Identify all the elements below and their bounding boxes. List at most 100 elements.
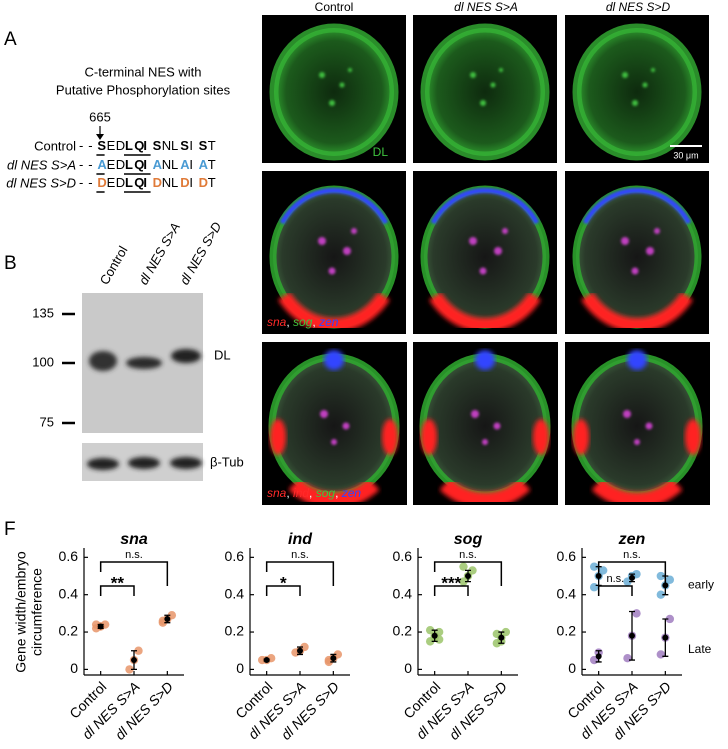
nes-title: Putative Phosphorylation sites bbox=[56, 82, 231, 97]
significance-label: n.s. bbox=[125, 549, 143, 561]
mean-marker bbox=[131, 657, 137, 664]
marker-label: 135 bbox=[32, 305, 54, 320]
nes-title: C-terminal NES with bbox=[84, 64, 201, 79]
y-tick-label: 0.4 bbox=[393, 585, 413, 601]
significance-bracket bbox=[265, 561, 335, 586]
data-point bbox=[656, 650, 666, 659]
residue-number: 665 bbox=[89, 109, 111, 124]
data-point bbox=[589, 583, 599, 592]
micrograph bbox=[565, 342, 710, 505]
legend-word: sog bbox=[316, 486, 336, 500]
micrograph bbox=[262, 15, 406, 163]
separator: , bbox=[312, 315, 319, 329]
y-tick-label: 0 bbox=[568, 660, 576, 676]
separator: , bbox=[286, 486, 293, 500]
significance-bracket bbox=[99, 585, 135, 596]
y-tick-label: 0 bbox=[70, 660, 78, 676]
band-label: β-Tub bbox=[210, 454, 244, 469]
legend-word: ind bbox=[293, 486, 309, 500]
data-point bbox=[425, 625, 435, 635]
significance-label: n.s. bbox=[291, 549, 309, 561]
chart-title: sna bbox=[120, 531, 148, 548]
lane-label: dl NES S>A bbox=[136, 220, 183, 287]
legend-word: zen bbox=[341, 486, 362, 500]
mean-marker bbox=[431, 632, 438, 639]
mean-marker bbox=[629, 574, 635, 581]
significance-bracket bbox=[265, 585, 301, 596]
lane-label: Control bbox=[97, 243, 131, 287]
data-point bbox=[589, 562, 599, 571]
mean-marker bbox=[97, 623, 104, 630]
band-label: DL bbox=[214, 347, 231, 362]
column-label: dl NES S>A bbox=[454, 0, 518, 14]
panel-label: A bbox=[4, 29, 17, 50]
significance-bracket bbox=[597, 561, 667, 586]
significance-bracket bbox=[433, 585, 469, 596]
significance-bracket bbox=[597, 585, 633, 596]
marker-label: 75 bbox=[40, 414, 54, 429]
legend-word: sog bbox=[293, 315, 313, 329]
mean-marker bbox=[263, 657, 270, 664]
chart-title: ind bbox=[288, 531, 313, 548]
series-label: Late bbox=[688, 642, 712, 656]
micrograph bbox=[262, 342, 407, 505]
mean-marker bbox=[595, 573, 602, 580]
mean-marker bbox=[629, 632, 635, 639]
separator: , bbox=[335, 486, 342, 500]
mean-marker bbox=[595, 653, 602, 660]
data-point bbox=[501, 627, 511, 637]
significance-label: n.s. bbox=[606, 573, 624, 585]
column-label: dl NES S>D bbox=[606, 0, 671, 14]
significance-bracket bbox=[433, 561, 503, 586]
micrograph bbox=[565, 171, 709, 334]
mean-marker bbox=[297, 647, 303, 654]
significance-bracket bbox=[99, 561, 169, 586]
data-point bbox=[125, 665, 134, 674]
data-point bbox=[632, 609, 641, 618]
data-point bbox=[468, 566, 477, 575]
bands bbox=[87, 349, 202, 470]
mean-marker bbox=[164, 615, 171, 622]
y-tick-label: 0.6 bbox=[557, 548, 577, 564]
series-label: early bbox=[688, 578, 714, 592]
sequence: - - AEDLQI ANL AI AT bbox=[79, 157, 216, 172]
micrograph bbox=[413, 15, 557, 163]
data-point bbox=[656, 571, 666, 581]
y-tick-label: 0.6 bbox=[393, 548, 413, 564]
sequence: - - DEDLQI DNL DI DT bbox=[79, 175, 216, 190]
significance-label: *** bbox=[441, 573, 461, 592]
y-tick-label: 0.2 bbox=[225, 623, 245, 639]
y-tick-label: 0.6 bbox=[59, 548, 79, 564]
mean-marker bbox=[498, 634, 505, 641]
arrow-head bbox=[96, 134, 104, 140]
y-axis-label: circumference bbox=[29, 568, 45, 656]
micrograph bbox=[565, 15, 709, 163]
panel-label: F bbox=[4, 519, 16, 540]
mean-marker bbox=[330, 655, 337, 662]
panel-label: B bbox=[4, 253, 17, 274]
y-tick-label: 0.4 bbox=[557, 585, 577, 601]
y-tick-label: 0 bbox=[404, 660, 412, 676]
significance-label: n.s. bbox=[623, 549, 641, 561]
marker-ticks bbox=[62, 312, 75, 425]
y-tick-label: 0.2 bbox=[59, 623, 79, 639]
legend-word: sna bbox=[267, 315, 287, 329]
stain-legend: sna, ind, sog, zen bbox=[267, 486, 361, 500]
marker-label: 100 bbox=[32, 354, 54, 369]
legend-word: zen bbox=[318, 315, 339, 329]
data-point bbox=[459, 577, 468, 586]
stain-legend: sna, sog, zen bbox=[267, 315, 339, 329]
legend-word: sna bbox=[267, 486, 287, 500]
y-tick-label: 0.2 bbox=[557, 623, 577, 639]
mean-marker bbox=[662, 634, 669, 641]
data-point bbox=[459, 562, 468, 571]
data-point bbox=[656, 590, 666, 599]
y-axis-label: Gene width/embryo bbox=[13, 551, 29, 673]
significance-label: ** bbox=[111, 573, 125, 592]
data-point bbox=[598, 566, 608, 575]
data-point bbox=[665, 575, 675, 584]
stain-label: DL bbox=[373, 145, 389, 159]
y-tick-label: 0.4 bbox=[225, 585, 245, 601]
data-point bbox=[665, 614, 675, 624]
